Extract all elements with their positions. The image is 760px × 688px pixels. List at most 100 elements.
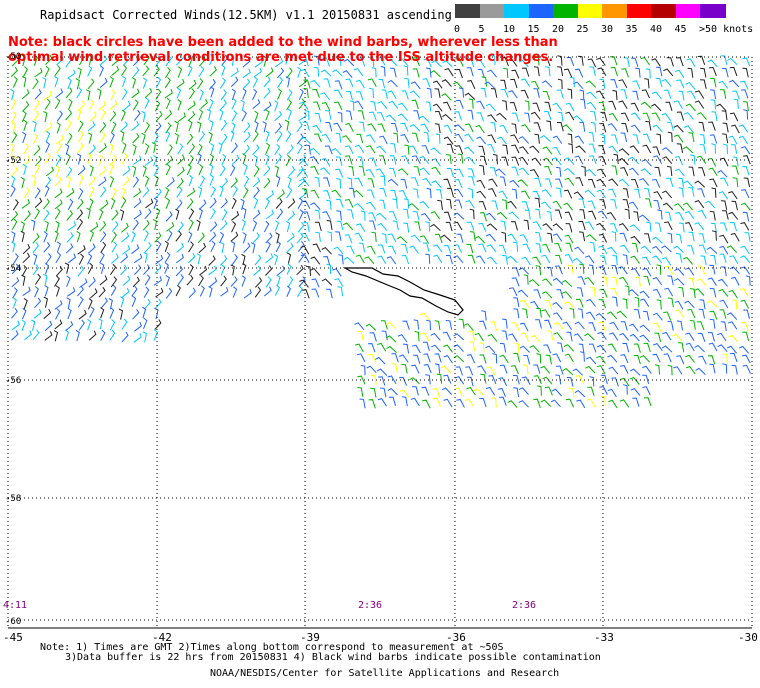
- wind-barb: [326, 263, 332, 275]
- wind-barb: [65, 56, 72, 68]
- wind-barb: [477, 365, 487, 374]
- wind-barb: [33, 145, 41, 156]
- wind-barb: [355, 79, 365, 89]
- wind-barb: [252, 144, 260, 156]
- wind-barb: [397, 334, 408, 343]
- wind-barb: [209, 119, 214, 132]
- wind-barb: [208, 98, 214, 111]
- wind-barb: [388, 245, 397, 255]
- wind-barb: [242, 262, 247, 275]
- wind-barb: [476, 112, 484, 122]
- wind-barb: [300, 245, 310, 255]
- wind-barb: [10, 143, 15, 155]
- wind-barb: [685, 354, 695, 363]
- wind-barb: [381, 330, 388, 341]
- wind-barb: [88, 144, 96, 155]
- wind-barb: [518, 387, 529, 395]
- wind-barb: [188, 154, 194, 167]
- wind-barb: [651, 103, 662, 112]
- wind-barb: [464, 146, 475, 154]
- wind-barb: [454, 133, 464, 143]
- wind-barb: [432, 80, 443, 89]
- lon-label-33: -33: [594, 631, 614, 644]
- wind-barb: [197, 143, 203, 155]
- wind-barb: [711, 143, 716, 154]
- wind-barb: [54, 199, 63, 210]
- wind-barb: [696, 321, 705, 331]
- wind-barb: [590, 111, 597, 121]
- wind-barb: [398, 190, 408, 199]
- wind-barb: [132, 219, 139, 231]
- wind-barb: [661, 245, 672, 253]
- footer-credit: NOAA/NESDIS/Center for Satellite Applica…: [210, 668, 560, 679]
- wind-barb: [544, 101, 552, 112]
- wind-barb: [121, 64, 128, 76]
- wind-barb: [44, 176, 52, 188]
- wind-barb: [379, 135, 388, 145]
- wind-barb: [612, 89, 618, 101]
- wind-barb: [673, 245, 684, 253]
- wind-barb: [446, 255, 453, 265]
- wind-barb: [56, 241, 62, 253]
- wind-barb: [209, 66, 217, 77]
- wind-barb: [674, 300, 684, 310]
- wind-barb: [577, 308, 584, 319]
- wind-barb: [44, 320, 53, 332]
- wind-barb: [287, 108, 292, 120]
- wind-barb: [500, 79, 507, 90]
- wind-barb: [143, 286, 150, 298]
- wind-barb: [553, 321, 564, 330]
- wind-barb: [34, 297, 42, 309]
- wind-barb: [466, 58, 475, 68]
- wind-barb: [385, 335, 397, 343]
- wind-barb: [645, 198, 652, 208]
- wind-barb: [242, 78, 251, 89]
- wind-barb: [641, 256, 651, 266]
- wind-barb: [44, 65, 50, 78]
- wind-barb: [11, 231, 16, 243]
- wind-barb: [66, 176, 72, 188]
- wind-barb: [491, 397, 497, 408]
- wind-barb: [722, 122, 729, 133]
- wind-barb: [376, 368, 388, 376]
- wind-barb: [633, 354, 641, 365]
- wind-barb: [454, 111, 462, 121]
- wind-barb: [595, 90, 605, 100]
- wind-barb: [359, 121, 365, 132]
- wind-barb: [144, 87, 153, 99]
- wind-barb: [176, 78, 185, 89]
- wind-barb: [542, 376, 553, 385]
- wind-barb: [531, 80, 540, 90]
- wind-barb: [573, 257, 584, 266]
- wind-barb: [287, 210, 296, 221]
- wind-barb: [265, 67, 274, 78]
- wind-barb: [434, 123, 441, 134]
- wind-barb: [336, 177, 341, 189]
- wind-barb: [731, 200, 738, 211]
- wind-barb: [400, 134, 410, 143]
- wind-barb: [399, 389, 410, 398]
- wind-barb: [411, 57, 420, 67]
- wind-barb: [333, 89, 343, 99]
- wind-barb: [87, 65, 93, 77]
- wind-barb: [519, 234, 529, 243]
- wind-barb: [545, 354, 552, 365]
- wind-barb: [377, 244, 386, 254]
- wind-barb: [76, 285, 84, 297]
- wind-barb: [719, 309, 727, 319]
- wind-barb: [10, 98, 17, 110]
- wind-barb: [731, 165, 739, 175]
- wind-barb: [599, 123, 607, 133]
- wind-barb: [542, 157, 553, 166]
- wind-barb: [131, 244, 140, 255]
- wind-barb: [31, 175, 37, 187]
- wind-barb: [188, 79, 197, 90]
- wind-barb: [56, 110, 63, 122]
- wind-barb: [666, 165, 673, 177]
- wind-barb: [653, 191, 663, 200]
- wind-barb: [399, 354, 409, 363]
- wind-barb: [252, 177, 261, 188]
- wind-barb: [409, 245, 419, 254]
- wind-barb: [220, 286, 229, 297]
- wind-barb: [530, 111, 541, 120]
